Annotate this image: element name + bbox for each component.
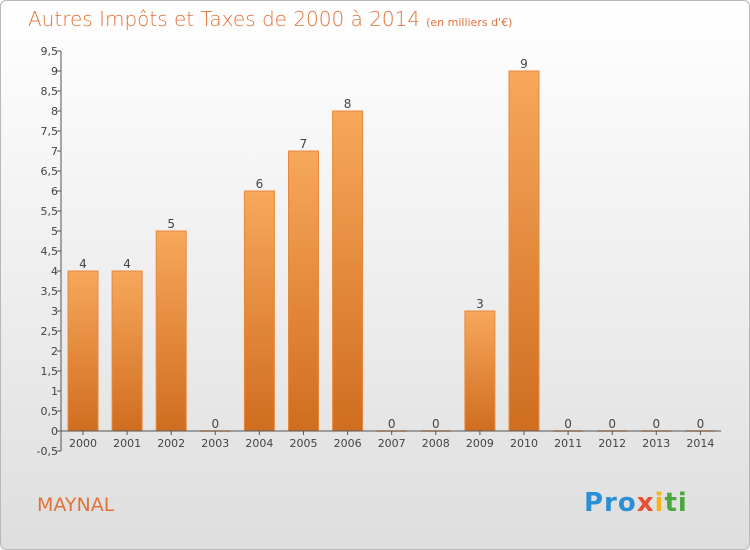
bar[interactable] [332, 110, 364, 432]
y-tick-label: 6 [51, 185, 58, 198]
y-tick-label: 6,5 [41, 165, 59, 178]
y-tick-label: 5 [51, 225, 58, 238]
y-tick-label: 0,5 [41, 405, 59, 418]
y-tick-label: -0,5 [37, 445, 58, 458]
y-tick-label: 9,5 [41, 45, 59, 58]
x-tick-label: 2005 [290, 437, 318, 450]
x-tick-label: 2001 [113, 437, 141, 450]
y-tick-label: 8,5 [41, 85, 59, 98]
y-tick-label: 4,5 [41, 245, 59, 258]
chart-unit: (en milliers d'€) [426, 16, 513, 29]
bar[interactable] [288, 150, 319, 432]
x-tick-label: 2010 [510, 437, 538, 450]
data-label: 8 [344, 97, 352, 111]
x-tick-label: 2006 [334, 437, 362, 450]
data-label: 7 [300, 137, 308, 151]
bar[interactable] [464, 310, 496, 432]
x-tick-label: 2002 [157, 437, 185, 450]
chart-title-block: Autres Impôts et Taxes de 2000 à 2014 (en… [28, 7, 512, 31]
data-label: 3 [476, 297, 484, 311]
x-tick-label: 2011 [554, 437, 582, 450]
y-tick-label: 3,5 [41, 285, 59, 298]
data-label: 0 [388, 417, 396, 431]
x-tick-label: 2008 [422, 437, 450, 450]
y-tick-label: 1 [51, 385, 58, 398]
y-tick-label: 1,5 [41, 365, 59, 378]
chart-title: Autres Impôts et Taxes de 2000 à 2014 [28, 7, 421, 31]
y-tick-label: 0 [51, 425, 58, 438]
y-tick-label: 3 [51, 305, 58, 318]
y-tick-label: 8 [51, 105, 58, 118]
x-tick-label: 2014 [686, 437, 714, 450]
data-label: 5 [167, 217, 175, 231]
data-label: 0 [211, 417, 219, 431]
bar[interactable] [508, 70, 540, 432]
data-label: 6 [256, 177, 264, 191]
data-label: 4 [123, 257, 131, 271]
data-label: 0 [432, 417, 440, 431]
x-tick-label: 2009 [466, 437, 494, 450]
bar[interactable] [243, 190, 275, 432]
x-tick-label: 2007 [378, 437, 406, 450]
data-label: 0 [697, 417, 705, 431]
data-label: 0 [652, 417, 660, 431]
y-tick-label: 4 [51, 265, 58, 278]
y-tick-label: 7,5 [41, 125, 59, 138]
y-tick-label: 7 [51, 145, 58, 158]
data-label: 0 [608, 417, 616, 431]
bar[interactable] [111, 270, 143, 432]
commune-name: MAYNAL [37, 494, 115, 516]
y-tick-label: 9 [51, 65, 58, 78]
x-tick-label: 2004 [245, 437, 273, 450]
y-tick-label: 5,5 [41, 205, 59, 218]
data-label: 4 [79, 257, 87, 271]
x-tick-label: 2000 [69, 437, 97, 450]
x-tick-label: 2012 [598, 437, 626, 450]
bar[interactable] [67, 270, 99, 432]
bar[interactable] [155, 230, 187, 432]
data-label: 0 [564, 417, 572, 431]
x-tick-label: 2003 [201, 437, 229, 450]
y-tick-label: 2,5 [41, 325, 59, 338]
y-tick-label: 2 [51, 345, 58, 358]
data-label: 9 [520, 57, 528, 71]
proxiti-logo: Proxiti [584, 488, 688, 518]
x-tick-label: 2013 [642, 437, 670, 450]
